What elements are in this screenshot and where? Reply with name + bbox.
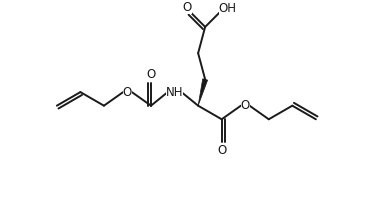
Polygon shape	[198, 79, 208, 106]
Text: O: O	[123, 85, 132, 98]
Text: O: O	[182, 1, 192, 14]
Text: O: O	[217, 144, 226, 157]
Text: O: O	[146, 68, 156, 81]
Text: NH: NH	[166, 85, 183, 98]
Text: O: O	[240, 99, 250, 112]
Text: OH: OH	[219, 2, 237, 15]
